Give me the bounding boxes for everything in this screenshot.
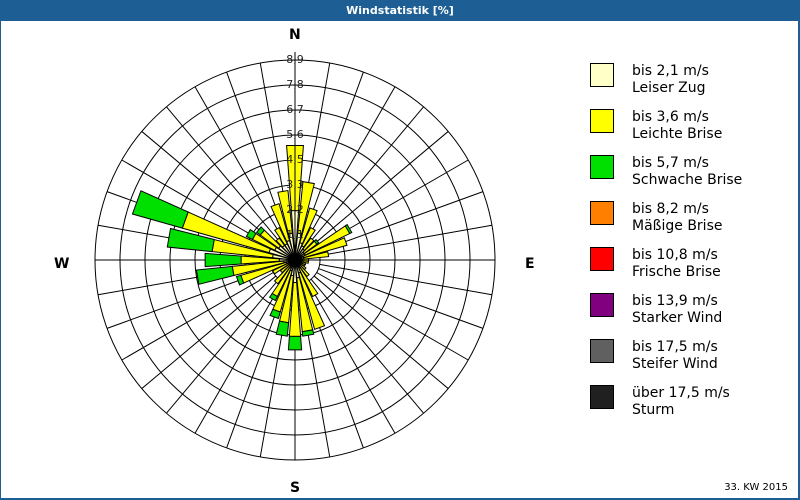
legend-category: Leichte Brise [632,126,723,142]
ring-label: 3,3 [286,178,304,191]
wind-petal [274,226,288,246]
legend-category: Frische Brise [632,264,721,280]
wind-petal [275,237,286,248]
grid-spoke [310,278,424,414]
legend-speed: bis 10,8 m/s [632,247,718,263]
wind-petal [270,203,291,243]
wind-petal [287,335,303,351]
wind-petal [131,190,189,229]
wind-petal [195,265,235,285]
grid-spoke [194,86,283,239]
wind-petal [301,226,316,248]
grid-spoke [313,131,449,245]
chart-panel: 1,1 2,2 3,3 4,5 5,6 6,7 7,8 8,9 N E S W bis 2,1… [1,21,798,498]
grid-spoke [166,106,280,242]
ring-label: 6,7 [286,103,304,116]
wind-petal [269,308,281,320]
ring-label: 4,5 [286,153,304,166]
grid-spoke [319,263,493,296]
ring-label: 2,2 [286,203,304,216]
legend-swatch [590,247,614,271]
legend-speed: bis 17,5 m/s [632,339,718,355]
legend-speed: über 17,5 m/s [632,385,730,401]
legend-swatch [590,385,614,409]
wind-petal [255,226,266,236]
wind-petal [302,237,315,251]
grid-spoke [307,281,396,434]
compass-south-label: S [290,480,301,496]
wind-petal [302,237,348,259]
legend-speed: bis 8,2 m/s [632,201,709,217]
wind-petal [303,251,330,260]
legend-swatch [590,339,614,363]
legend-swatch [590,63,614,87]
window-title: Windstatistik [%] [0,0,800,20]
grid-spoke [141,131,277,245]
legend-swatch [590,201,614,225]
wind-petal [235,274,245,286]
wind-petal [275,320,290,337]
wind-petal [245,228,257,241]
legend-category: Starker Wind [632,310,723,326]
wind-petal [268,292,279,302]
legend-speed: bis 3,6 m/s [632,109,709,125]
ring-label: 5,6 [286,128,304,141]
legend-swatch [590,293,614,317]
legend-category: Sturm [632,402,675,418]
grid-spoke [316,272,469,361]
wind-petal [313,238,320,245]
legend-category: Leiser Zug [632,80,706,96]
grid-spoke [121,272,274,361]
grid-spoke [313,275,449,389]
legend-swatch [590,155,614,179]
ring-label: 7,8 [286,78,304,91]
wind-petal [297,180,315,235]
legend-category: Schwache Brise [632,172,743,188]
grid-spoke [194,281,283,434]
compass-north-label: N [289,27,301,43]
grid-spoke [166,278,280,414]
wind-petal [298,266,319,298]
wind-petal [299,207,318,245]
wind-petal [301,329,315,337]
period-label: 33. KW 2015 [724,482,788,493]
wind-petal [344,223,353,235]
wind-petal [166,227,215,253]
grid-spoke [307,86,396,239]
compass-east-label: E [525,256,535,272]
legend-speed: bis 2,1 m/s [632,63,709,79]
compass-west-label: W [54,256,70,272]
wind-rose-chart: 1,1 2,2 3,3 4,5 5,6 6,7 7,8 8,9 [94,52,496,461]
legend-category: Steifer Wind [632,356,718,372]
grid-spoke [310,106,424,242]
wind-petal [277,189,293,235]
ring-label: 1,1 [286,228,304,241]
ring-label: 8,9 [286,53,304,66]
legend-category: Mäßige Brise [632,218,723,234]
wind-petal [298,271,326,331]
wind-petal [204,252,242,268]
legend-speed: bis 5,7 m/s [632,155,709,171]
grid-spoke [319,224,493,257]
grid-spoke [318,268,484,329]
legend-speed: bis 13,9 m/s [632,293,718,309]
grid-spoke [141,275,277,389]
legend-swatch [590,109,614,133]
